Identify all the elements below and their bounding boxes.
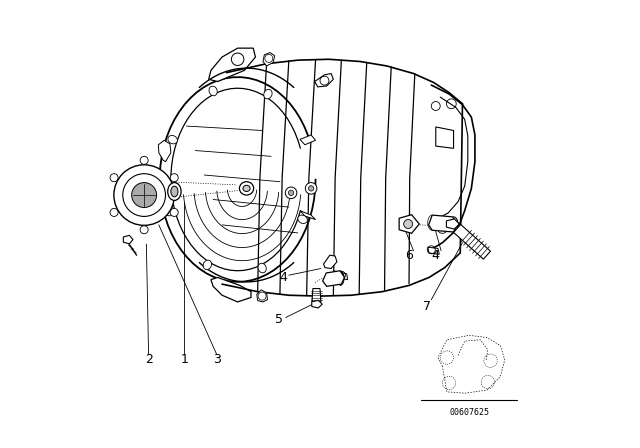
Polygon shape: [333, 271, 348, 280]
Circle shape: [110, 174, 118, 182]
Polygon shape: [124, 235, 133, 244]
Circle shape: [140, 156, 148, 164]
Polygon shape: [324, 255, 337, 268]
Polygon shape: [211, 277, 251, 302]
Text: 6: 6: [405, 249, 413, 262]
Ellipse shape: [243, 185, 250, 191]
Polygon shape: [158, 140, 171, 162]
Circle shape: [132, 183, 157, 207]
Polygon shape: [429, 215, 457, 232]
Circle shape: [289, 190, 294, 195]
Circle shape: [285, 187, 297, 198]
Text: 1: 1: [180, 353, 188, 366]
Circle shape: [308, 186, 314, 191]
Text: 3: 3: [212, 353, 221, 366]
Polygon shape: [263, 52, 275, 66]
Ellipse shape: [168, 183, 181, 200]
Text: 5: 5: [275, 313, 283, 326]
Text: 00607625: 00607625: [449, 408, 489, 417]
Ellipse shape: [239, 182, 253, 195]
Text: 2: 2: [145, 353, 152, 366]
Polygon shape: [209, 48, 255, 82]
Ellipse shape: [203, 260, 212, 270]
Polygon shape: [315, 73, 333, 87]
Text: 7: 7: [423, 300, 431, 313]
Ellipse shape: [168, 135, 177, 144]
Ellipse shape: [171, 186, 178, 197]
Ellipse shape: [264, 89, 272, 99]
Polygon shape: [428, 247, 439, 254]
Circle shape: [170, 174, 178, 182]
Polygon shape: [446, 219, 460, 229]
Polygon shape: [312, 300, 322, 308]
Ellipse shape: [258, 263, 266, 273]
Polygon shape: [454, 224, 490, 259]
Text: 4: 4: [280, 271, 287, 284]
Polygon shape: [312, 289, 321, 302]
Circle shape: [123, 174, 166, 216]
Circle shape: [140, 226, 148, 234]
Polygon shape: [300, 211, 316, 220]
Ellipse shape: [298, 215, 307, 224]
Circle shape: [170, 208, 178, 216]
Ellipse shape: [209, 86, 217, 96]
Polygon shape: [323, 271, 344, 286]
Text: 4: 4: [432, 249, 440, 262]
Polygon shape: [436, 127, 454, 148]
Ellipse shape: [166, 207, 175, 216]
Circle shape: [110, 208, 118, 216]
Circle shape: [305, 183, 317, 194]
Polygon shape: [257, 290, 268, 302]
Polygon shape: [399, 215, 419, 233]
Polygon shape: [300, 135, 316, 145]
Circle shape: [404, 220, 413, 228]
Circle shape: [114, 165, 175, 225]
